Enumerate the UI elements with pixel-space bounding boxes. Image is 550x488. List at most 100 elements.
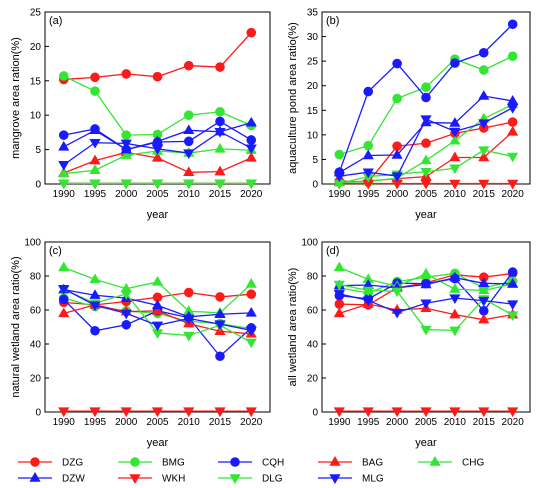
legend-item-dzg: DZG: [18, 457, 83, 469]
data-point: [507, 117, 518, 127]
data-point: [507, 311, 519, 322]
data-point: [449, 283, 461, 293]
data-point: [478, 47, 489, 58]
data-point: [214, 179, 226, 190]
data-point: [478, 313, 490, 324]
x-axis-title: year: [415, 437, 437, 449]
x-axis-title: year: [147, 437, 169, 449]
data-point: [245, 144, 257, 155]
data-point: [362, 168, 374, 179]
legend-label: BAG: [362, 458, 383, 469]
y-tick-label: 20: [307, 81, 319, 92]
legend-marker: [29, 472, 41, 482]
x-tick-label: 2000: [115, 417, 138, 428]
data-point: [246, 289, 257, 299]
data-point: [334, 299, 345, 309]
data-point: [478, 296, 490, 307]
data-point: [151, 407, 164, 418]
data-point: [151, 321, 164, 332]
x-tick-label: 2015: [209, 417, 232, 428]
legend-item-cqh: CQH: [218, 457, 284, 469]
data-point: [215, 292, 225, 302]
y-tick-label: 0: [35, 180, 41, 191]
data-point: [333, 307, 345, 318]
data-point: [478, 277, 490, 288]
data-point: [120, 407, 132, 418]
y-axis-title: mangrove area ration(%): [10, 37, 22, 159]
legend-label: MLG: [362, 474, 384, 485]
data-point: [421, 138, 431, 149]
data-point: [391, 308, 403, 319]
data-point: [120, 149, 132, 159]
data-point: [183, 287, 194, 298]
data-point: [449, 179, 461, 190]
data-point: [215, 351, 225, 362]
x-tick-label: 2015: [473, 417, 496, 428]
data-point: [151, 135, 164, 146]
data-point: [420, 154, 432, 165]
data-point: [120, 290, 132, 300]
x-tick-label: 2020: [502, 417, 525, 428]
data-point: [152, 71, 163, 82]
data-point: [449, 326, 461, 337]
data-point: [245, 179, 257, 190]
legend-marker: [229, 474, 241, 484]
data-point: [391, 172, 403, 183]
y-tick-label: 80: [307, 272, 319, 283]
x-tick-label: 2015: [473, 189, 496, 200]
series-dlg: [58, 179, 257, 190]
data-point: [450, 58, 460, 68]
data-point: [362, 296, 374, 307]
data-point: [420, 299, 432, 310]
data-point: [183, 331, 195, 342]
data-point: [392, 93, 402, 104]
x-tick-label: 2005: [415, 417, 438, 428]
x-axis-title: year: [415, 209, 437, 221]
data-point: [333, 280, 345, 291]
data-point: [58, 161, 70, 171]
data-point: [89, 301, 101, 312]
data-point: [89, 289, 101, 299]
data-point: [478, 407, 490, 418]
data-point: [420, 179, 432, 190]
data-point: [58, 130, 69, 140]
y-tick-label: 15: [307, 106, 319, 117]
data-point: [507, 278, 519, 288]
data-point: [245, 306, 257, 317]
data-point: [58, 140, 70, 151]
data-point: [183, 60, 194, 71]
legend-label: DLG: [262, 474, 283, 485]
data-point: [420, 115, 432, 126]
data-point: [507, 125, 519, 136]
x-tick-label: 2005: [415, 189, 438, 200]
data-point: [420, 278, 432, 289]
data-point: [183, 110, 194, 120]
panel-b: 0 5 10 15 20 25 30 35 1990 1995 2000 2005 2010 2015 20…: [287, 8, 531, 221]
data-point: [333, 407, 345, 418]
data-point: [449, 308, 461, 319]
data-point: [449, 407, 461, 418]
data-point: [183, 179, 195, 190]
data-point: [478, 146, 490, 157]
x-tick-label: 1995: [357, 189, 380, 200]
y-tick-label: 30: [307, 32, 319, 43]
legend-label: BMG: [162, 458, 185, 469]
panel-a: 0 5 10 15 20 25 1990 1995 2000 2005 2010 2015 2020 ye…: [10, 8, 271, 221]
y-tick-label: 40: [307, 340, 319, 351]
x-tick-label: 2000: [115, 189, 138, 200]
data-point: [58, 307, 70, 318]
panel-c: 0 20 40 60 80 100 1990 1995 2000 2005 2010 2015 2020…: [10, 238, 271, 449]
series-mlg: [58, 285, 257, 337]
data-point: [449, 134, 461, 145]
y-tick-label: 5: [312, 155, 318, 166]
legend-item-mlg: MLG: [318, 474, 384, 485]
y-tick-label: 60: [30, 306, 42, 317]
data-point: [420, 407, 432, 418]
series-mlg: [333, 290, 519, 319]
data-point: [151, 151, 164, 162]
legend-label: WKH: [162, 474, 185, 485]
data-point: [183, 407, 195, 418]
data-point: [334, 149, 345, 160]
x-tick-label: 2015: [209, 189, 232, 200]
y-axis-title: all wetland area ratio(%): [287, 268, 299, 387]
